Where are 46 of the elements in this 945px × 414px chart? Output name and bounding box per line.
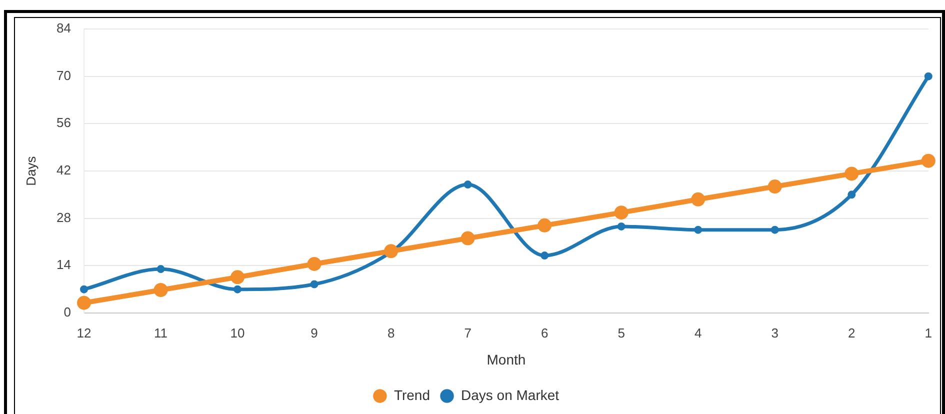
point: [540, 252, 549, 260]
point: [307, 256, 322, 271]
point: [924, 72, 932, 80]
x-tick-label: 9: [310, 325, 318, 340]
y-tick-label: 70: [56, 68, 71, 83]
point: [77, 296, 91, 310]
point: [310, 280, 318, 288]
point: [768, 180, 782, 194]
y-tick-label: 28: [56, 210, 71, 225]
x-axis-title: Month: [486, 351, 526, 368]
x-tick-label: 12: [76, 325, 92, 340]
x-tick-label: 10: [230, 325, 245, 340]
y-tick-label: 42: [56, 162, 71, 178]
x-tick-label: 5: [618, 325, 625, 340]
point: [464, 180, 472, 189]
y-tick-label: 56: [56, 115, 71, 130]
point: [848, 190, 856, 199]
y-axis-title: Days: [23, 156, 38, 186]
x-tick-label: 6: [540, 325, 548, 340]
point: [538, 218, 552, 232]
point: [234, 285, 242, 294]
legend-label: Trend: [394, 386, 430, 403]
point: [156, 265, 165, 274]
point: [921, 154, 936, 168]
point: [770, 226, 779, 234]
x-tick-label: 2: [848, 325, 856, 340]
point: [384, 244, 398, 258]
y-tick-label: 14: [56, 257, 71, 272]
y-tick-label: 84: [56, 20, 71, 36]
x-tick-label: 7: [464, 325, 472, 340]
legend-label: Days on Market: [461, 386, 560, 403]
point: [460, 231, 475, 246]
point: [617, 222, 626, 230]
point: [614, 206, 628, 220]
x-tick-label: 11: [154, 325, 168, 340]
x-tick-label: 8: [387, 325, 395, 340]
x-tick-label: 4: [694, 325, 702, 340]
y-tick-label: 0: [64, 304, 71, 320]
point: [230, 270, 245, 284]
point: [154, 283, 168, 298]
x-tick-label: 1: [924, 325, 932, 340]
point: [80, 285, 88, 294]
x-tick-label: 3: [771, 325, 778, 340]
point: [691, 192, 706, 206]
point: [844, 166, 859, 181]
point: [694, 226, 702, 234]
